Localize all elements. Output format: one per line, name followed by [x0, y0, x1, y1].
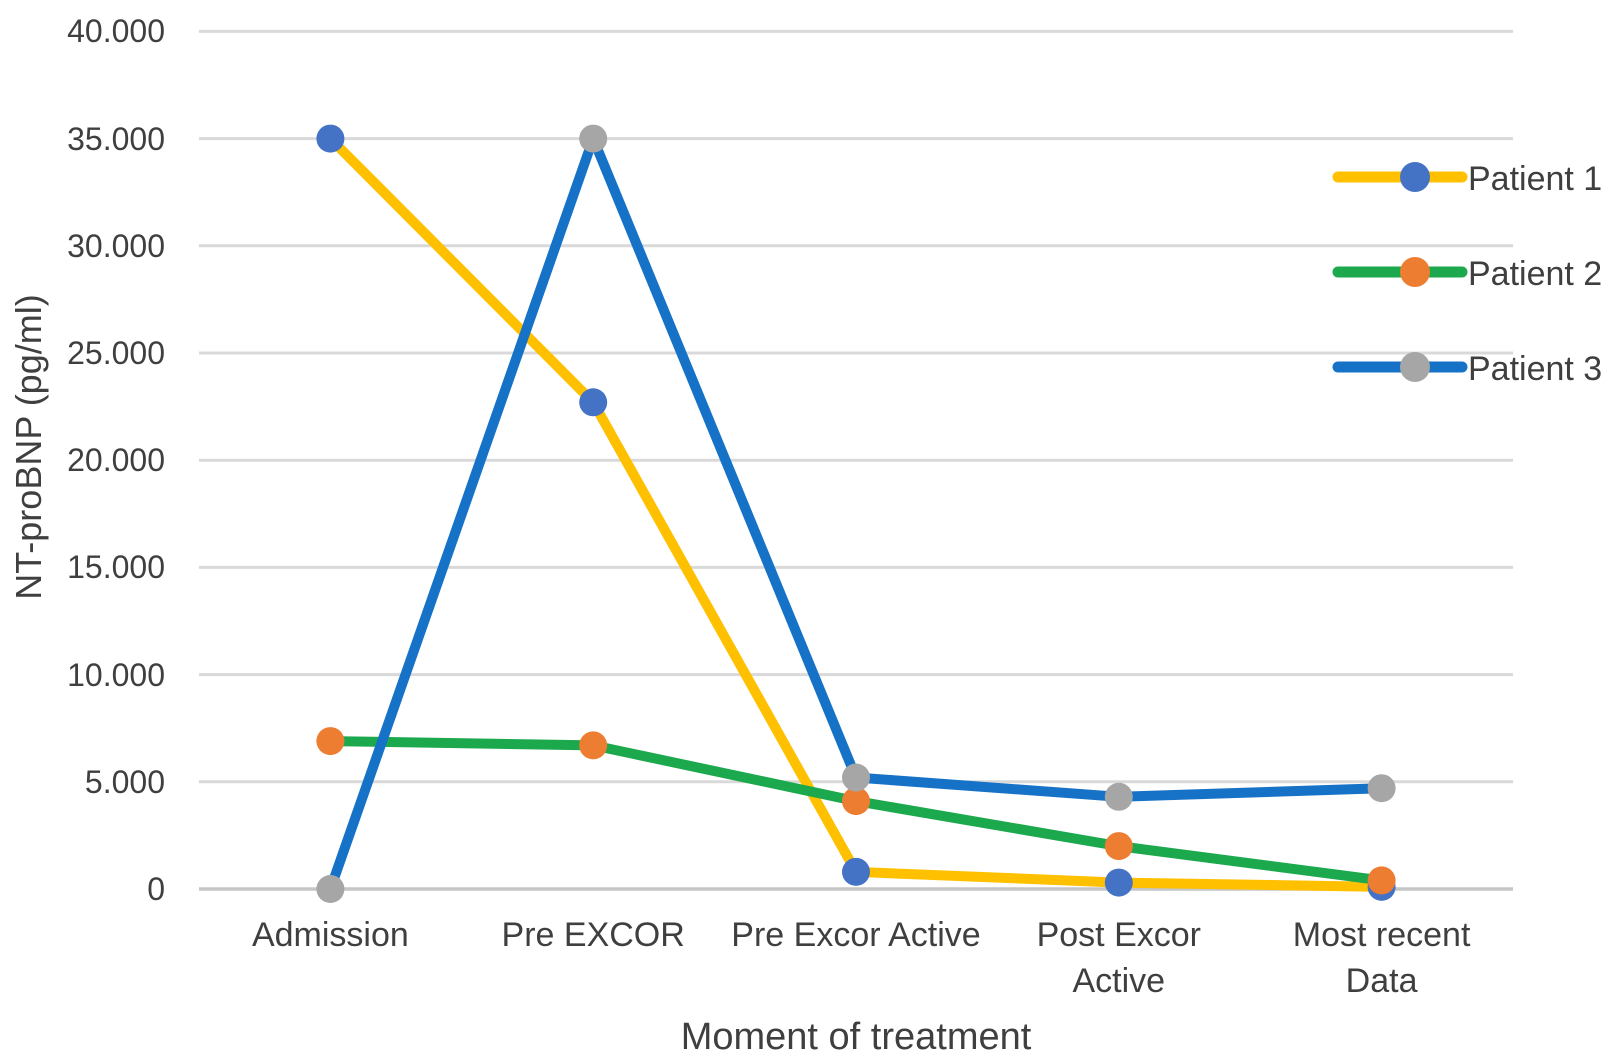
y-tick-label-15.000: 15.000	[67, 549, 165, 586]
x-tick-label-3: Post Excor Active	[1036, 916, 1201, 1000]
marker-patient-2-1	[579, 731, 608, 760]
legend-item-patient-1: Patient 1	[1332, 160, 1602, 198]
marker-patient-2-4	[1367, 866, 1396, 895]
legend-label-patient-1: Patient 1	[1468, 160, 1602, 198]
marker-patient-1-2	[842, 857, 870, 886]
y-tick-label-0: 0	[147, 871, 165, 907]
legend-marker-patient-2	[1400, 257, 1430, 287]
y-tick-label-5.000: 5.000	[84, 763, 165, 800]
marker-patient-1-3	[1104, 868, 1133, 897]
legend-marker-patient-3	[1400, 352, 1430, 382]
y-tick-label-40.000: 40.000	[67, 13, 165, 50]
legend-item-patient-2: Patient 2	[1332, 255, 1602, 293]
y-tick-label-20.000: 20.000	[67, 442, 165, 479]
legend-label-patient-2: Patient 2	[1468, 255, 1602, 293]
x-tick-label-0: Admission	[251, 916, 409, 954]
y-tick-label-30.000: 30.000	[67, 227, 165, 264]
marker-patient-2-0	[316, 727, 345, 756]
marker-patient-3-4	[1367, 774, 1396, 803]
x-tick-label-2: Pre Excor Active	[731, 916, 981, 954]
x-tick-label-1: Pre EXCOR	[501, 916, 685, 954]
marker-patient-2-3	[1104, 832, 1133, 861]
y-tick-label-10.000: 10.000	[67, 656, 165, 693]
legend-marker-patient-1	[1400, 162, 1430, 192]
marker-patient-1-0	[316, 124, 345, 153]
marker-patient-3-1	[579, 124, 608, 153]
y-axis-title: NT-proBNP (pg/ml)	[8, 294, 49, 600]
gridlines	[199, 29, 1513, 891]
x-axis-title: Moment of treatment	[680, 1016, 1032, 1058]
marker-patient-3-3	[1104, 782, 1133, 811]
legend-label-patient-3: Patient 3	[1468, 350, 1602, 388]
legend: Patient 1 Patient 2 Patient 3	[1332, 160, 1602, 388]
series-patient-2	[316, 727, 1396, 895]
series-patient-3	[316, 124, 1396, 903]
x-tick-label-4: Most recent Data	[1292, 916, 1471, 1000]
marker-patient-2-2	[842, 787, 870, 816]
marker-patient-3-0	[316, 875, 345, 903]
y-tick-label-25.000: 25.000	[67, 335, 165, 371]
marker-patient-1-1	[579, 388, 608, 417]
y-tick-label-35.000: 35.000	[67, 120, 165, 157]
legend-item-patient-3: Patient 3	[1332, 350, 1602, 388]
series-layer	[316, 124, 1396, 903]
marker-patient-3-2	[842, 763, 870, 792]
